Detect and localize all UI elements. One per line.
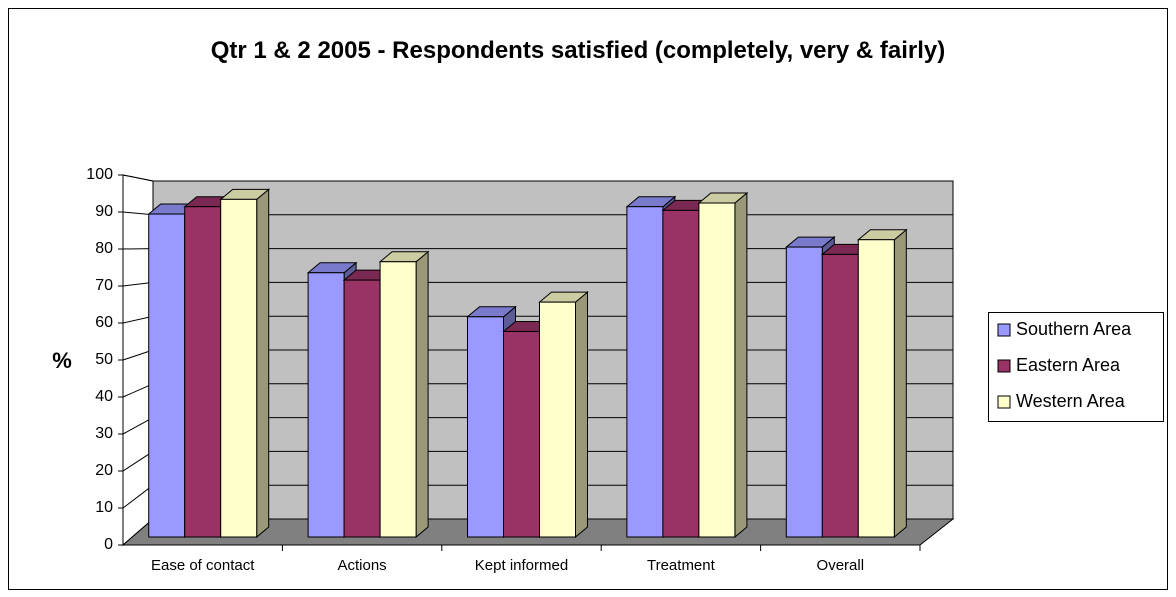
bar [698, 202, 736, 538]
y-tick-label: 30 [95, 425, 113, 442]
y-tick-label: 80 [95, 240, 113, 257]
legend-label: Eastern Area [1016, 355, 1121, 375]
legend-swatch [997, 359, 1011, 373]
legend-label: Western Area [1016, 391, 1126, 411]
grid-line [122, 281, 154, 287]
y-tick-label: 70 [95, 277, 113, 294]
legend-swatch [997, 395, 1011, 409]
legend-label: Southern Area [1016, 319, 1132, 339]
bar-side [415, 250, 429, 539]
grid-line [122, 484, 154, 509]
bar-side [256, 188, 270, 539]
legend-swatch [997, 323, 1011, 337]
y-tick-label: 100 [86, 166, 113, 183]
bar [379, 261, 417, 538]
grid-line [122, 349, 154, 361]
grid-line [122, 315, 154, 324]
chart-title: Qtr 1 & 2 2005 - Respondents satisfied (… [210, 37, 946, 64]
grid-line [122, 174, 154, 182]
x-tick-label: Ease of contact [151, 557, 255, 574]
grid-line [122, 450, 154, 472]
y-tick-label: 90 [95, 203, 113, 220]
x-tick-label: Actions [337, 557, 386, 574]
bar-side [734, 191, 748, 539]
bar-side [893, 228, 907, 539]
bar [857, 239, 895, 538]
y-tick-label: 40 [95, 388, 113, 405]
x-tick-label: Overall [817, 557, 865, 574]
y-tick-label: 0 [104, 536, 113, 553]
bar [184, 206, 222, 538]
bar [785, 246, 823, 538]
bar [343, 279, 381, 538]
y-axis-label: % [52, 348, 72, 373]
bar [821, 253, 859, 538]
bar [467, 316, 504, 538]
bar [662, 209, 700, 538]
bar [503, 330, 540, 538]
bar [539, 301, 576, 538]
y-tick-label: 20 [95, 462, 113, 479]
y-tick-label: 60 [95, 314, 113, 331]
legend [988, 312, 1164, 422]
bar [307, 272, 345, 538]
x-tick-label: Kept informed [475, 557, 568, 574]
bar [220, 198, 258, 538]
x-tick-label: Treatment [647, 557, 716, 574]
bar-side [575, 291, 588, 539]
y-tick-label: 50 [95, 351, 113, 368]
grid-line [122, 417, 154, 435]
bar [626, 206, 664, 538]
grid-line [122, 383, 154, 398]
y-tick-label: 10 [95, 499, 113, 516]
bar [148, 213, 186, 538]
